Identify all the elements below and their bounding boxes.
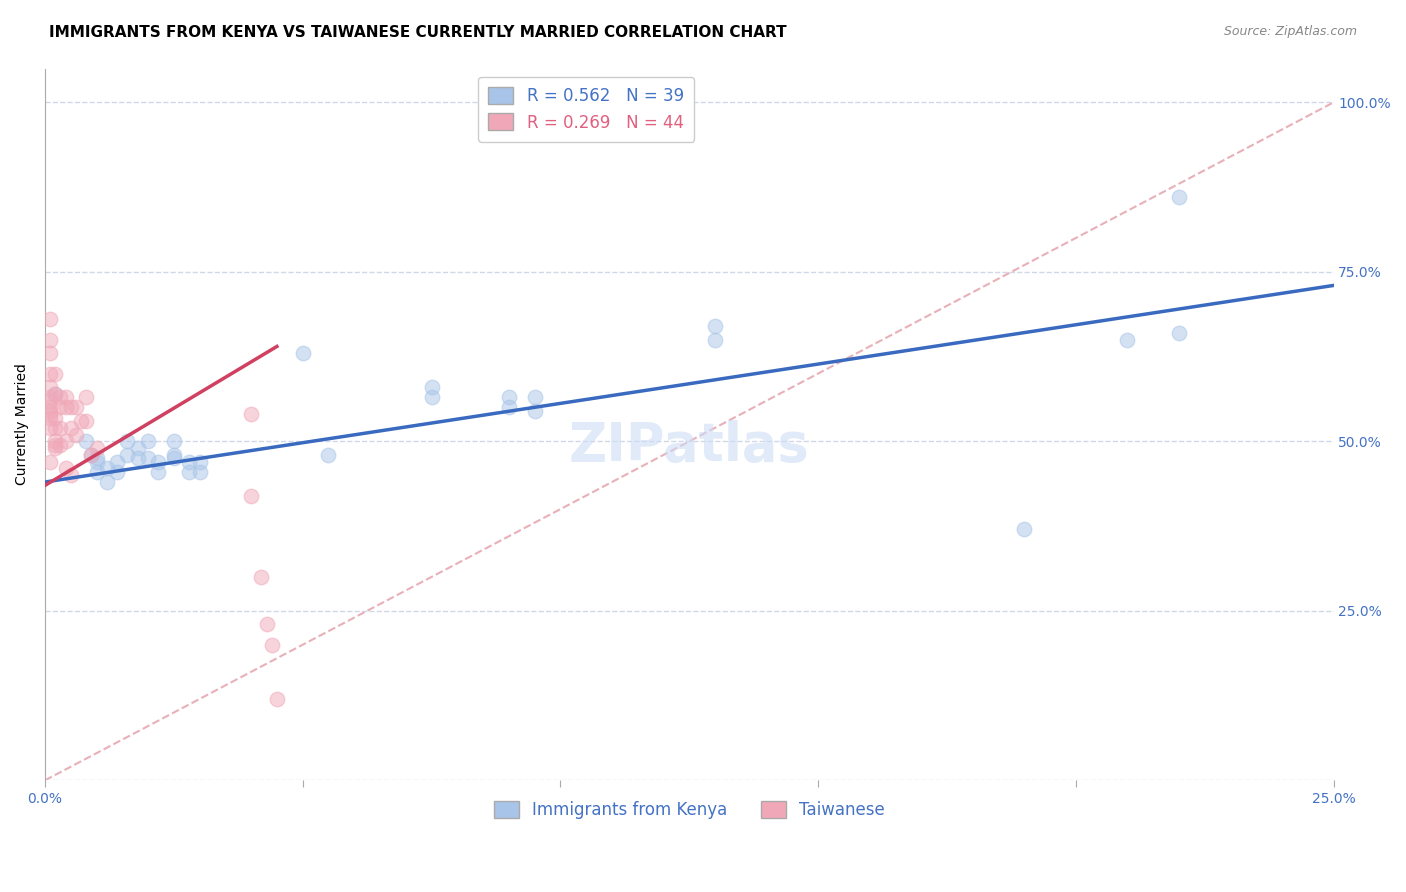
Point <box>80 448 103 462</box>
Point <box>44 441 66 455</box>
Point <box>148 455 170 469</box>
Point <box>44 438 66 452</box>
Point <box>250 570 273 584</box>
Point <box>39 407 62 421</box>
Point <box>80 448 103 462</box>
Point <box>44 421 66 435</box>
Point <box>75 434 97 449</box>
Text: IMMIGRANTS FROM KENYA VS TAIWANESE CURRENTLY MARRIED CORRELATION CHART: IMMIGRANTS FROM KENYA VS TAIWANESE CURRE… <box>49 25 787 40</box>
Legend: Immigrants from Kenya, Taiwanese: Immigrants from Kenya, Taiwanese <box>486 794 891 825</box>
Point <box>318 448 340 462</box>
Point <box>39 390 62 404</box>
Point <box>136 451 159 466</box>
Point <box>39 401 62 415</box>
Point <box>55 434 77 449</box>
Point <box>1167 326 1189 340</box>
Point <box>420 390 443 404</box>
Point <box>117 434 139 449</box>
Point <box>179 465 201 479</box>
Point <box>105 465 128 479</box>
Point <box>498 401 520 415</box>
Point <box>39 421 62 435</box>
Point <box>136 434 159 449</box>
Point <box>704 333 727 347</box>
Point <box>266 692 288 706</box>
Point <box>105 455 128 469</box>
Point <box>39 455 62 469</box>
Point <box>86 465 108 479</box>
Point <box>49 390 72 404</box>
Point <box>75 390 97 404</box>
Point <box>148 465 170 479</box>
Point <box>256 617 278 632</box>
Point <box>96 475 118 489</box>
Point <box>1116 333 1139 347</box>
Point <box>39 333 62 347</box>
Point <box>260 638 283 652</box>
Point <box>127 441 149 455</box>
Point <box>188 465 211 479</box>
Point <box>55 401 77 415</box>
Point <box>240 407 263 421</box>
Point <box>163 434 186 449</box>
Point <box>86 455 108 469</box>
Point <box>49 438 72 452</box>
Point <box>498 390 520 404</box>
Point <box>86 451 108 466</box>
Point <box>44 387 66 401</box>
Point <box>96 461 118 475</box>
Point <box>163 448 186 462</box>
Point <box>39 393 62 408</box>
Point <box>1167 190 1189 204</box>
Point <box>179 455 201 469</box>
Point <box>55 461 77 475</box>
Point <box>39 367 62 381</box>
Point <box>704 319 727 334</box>
Point <box>59 421 82 435</box>
Point <box>44 367 66 381</box>
Point <box>65 401 87 415</box>
Point <box>39 404 62 418</box>
Point <box>240 489 263 503</box>
Point <box>127 451 149 466</box>
Point <box>49 401 72 415</box>
Point <box>39 346 62 360</box>
Point <box>44 387 66 401</box>
Point <box>291 346 314 360</box>
Point <box>59 401 82 415</box>
Point <box>59 468 82 483</box>
Point <box>44 410 66 425</box>
Point <box>86 441 108 455</box>
Point <box>75 414 97 428</box>
Text: Source: ZipAtlas.com: Source: ZipAtlas.com <box>1223 25 1357 38</box>
Text: ZIPatlas: ZIPatlas <box>569 420 810 472</box>
Point <box>44 434 66 449</box>
Point <box>39 380 62 394</box>
Point <box>163 451 186 466</box>
Point <box>70 414 93 428</box>
Point <box>523 404 546 418</box>
Point <box>39 410 62 425</box>
Point <box>188 455 211 469</box>
Point <box>117 448 139 462</box>
Point <box>39 312 62 326</box>
Point <box>420 380 443 394</box>
Y-axis label: Currently Married: Currently Married <box>15 363 30 485</box>
Point <box>523 390 546 404</box>
Point <box>55 390 77 404</box>
Point <box>1012 523 1035 537</box>
Point <box>49 421 72 435</box>
Point <box>65 427 87 442</box>
